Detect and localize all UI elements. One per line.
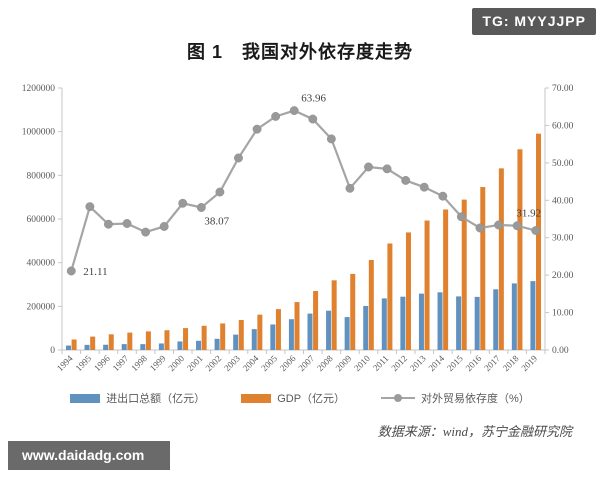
- svg-text:50.00: 50.00: [552, 159, 574, 169]
- svg-text:2009: 2009: [334, 353, 354, 373]
- svg-text:400000: 400000: [27, 259, 56, 269]
- svg-text:1997: 1997: [111, 353, 131, 373]
- svg-text:2016: 2016: [464, 353, 484, 373]
- svg-text:70.00: 70.00: [552, 84, 574, 94]
- svg-text:30.00: 30.00: [552, 234, 574, 244]
- chart-title: 图 1 我国对外依存度走势: [186, 42, 413, 62]
- svg-text:2004: 2004: [241, 353, 261, 373]
- svg-text:2011: 2011: [371, 353, 391, 373]
- legend-label-gdp: GDP（亿元）: [277, 393, 346, 405]
- legend-item-trade: 进出口总额（亿元）: [70, 390, 205, 406]
- x-axis-labels: 1994199519961997199819992000200120022003…: [55, 353, 540, 373]
- svg-text:2015: 2015: [445, 353, 465, 373]
- svg-text:31.92: 31.92: [516, 208, 541, 220]
- svg-text:2002: 2002: [204, 353, 224, 373]
- svg-text:60.00: 60.00: [552, 121, 574, 131]
- chart-canvas: 0200000400000600000800000100000012000000…: [22, 84, 574, 373]
- telegram-badge-label: TG: MYYJJPP: [482, 13, 586, 29]
- svg-text:600000: 600000: [27, 215, 56, 225]
- legend-label-trade: 进出口总额（亿元）: [106, 393, 206, 405]
- svg-text:20.00: 20.00: [552, 271, 574, 281]
- svg-text:1200000: 1200000: [22, 84, 56, 94]
- svg-text:2019: 2019: [519, 353, 539, 373]
- svg-text:2018: 2018: [501, 353, 521, 373]
- svg-text:2012: 2012: [389, 353, 409, 373]
- right-axis-ticks: 0.00 10.00 20.00 30.00 40.00 50.00 60.00 70.00: [545, 84, 574, 356]
- left-axis-ticks: 0 200000 400000 600000 800000 1000000 1200000: [22, 84, 62, 356]
- svg-text:2006: 2006: [278, 353, 298, 373]
- svg-text:2000: 2000: [166, 353, 186, 373]
- data-annotations: 21.11 38.07 63.96 31.92: [83, 93, 541, 278]
- watermark-badge: www.daidadg.com: [8, 441, 171, 470]
- gdp-bars: [71, 133, 542, 350]
- svg-text:2014: 2014: [426, 353, 446, 373]
- svg-text:1996: 1996: [92, 353, 112, 373]
- svg-text:2017: 2017: [482, 353, 502, 373]
- legend-item-dependence: 对外贸易依存度（%）: [381, 390, 530, 406]
- gdp-bar-swatch-icon: [241, 393, 272, 403]
- data-source-note: 数据来源：wind，苏宁金融研究院: [377, 424, 572, 439]
- dependence-markers: [66, 106, 541, 276]
- trade-bars: [65, 281, 536, 350]
- svg-text:2001: 2001: [185, 353, 205, 373]
- x-axis-ticks: [61, 350, 546, 354]
- svg-text:21.11: 21.11: [83, 266, 107, 278]
- svg-text:1995: 1995: [73, 353, 93, 373]
- svg-text:0.00: 0.00: [552, 346, 569, 356]
- legend-item-gdp: GDP（亿元）: [241, 390, 345, 406]
- svg-text:2008: 2008: [315, 353, 335, 373]
- chart-legend: 进出口总额（亿元） GDP（亿元） 对外贸易依存度（%）: [0, 390, 600, 406]
- svg-text:10.00: 10.00: [552, 309, 574, 319]
- svg-text:800000: 800000: [27, 171, 56, 181]
- telegram-badge: TG: MYYJJPP: [472, 8, 596, 35]
- svg-text:1000000: 1000000: [22, 128, 56, 138]
- svg-text:40.00: 40.00: [552, 196, 574, 206]
- svg-text:200000: 200000: [27, 302, 56, 312]
- legend-label-dependence: 对外贸易依存度（%）: [421, 393, 530, 405]
- svg-text:2007: 2007: [296, 353, 316, 373]
- svg-text:2005: 2005: [259, 353, 279, 373]
- svg-text:1994: 1994: [55, 353, 75, 373]
- svg-text:2003: 2003: [222, 353, 242, 373]
- svg-text:1998: 1998: [129, 353, 149, 373]
- svg-text:63.96: 63.96: [301, 93, 326, 105]
- svg-text:1999: 1999: [148, 353, 168, 373]
- dependence-line-swatch-icon: [381, 393, 416, 403]
- trade-bar-swatch-icon: [70, 393, 101, 403]
- svg-text:0: 0: [50, 346, 55, 356]
- svg-text:38.07: 38.07: [204, 216, 229, 228]
- svg-text:2013: 2013: [408, 353, 428, 373]
- svg-text:2010: 2010: [352, 353, 372, 373]
